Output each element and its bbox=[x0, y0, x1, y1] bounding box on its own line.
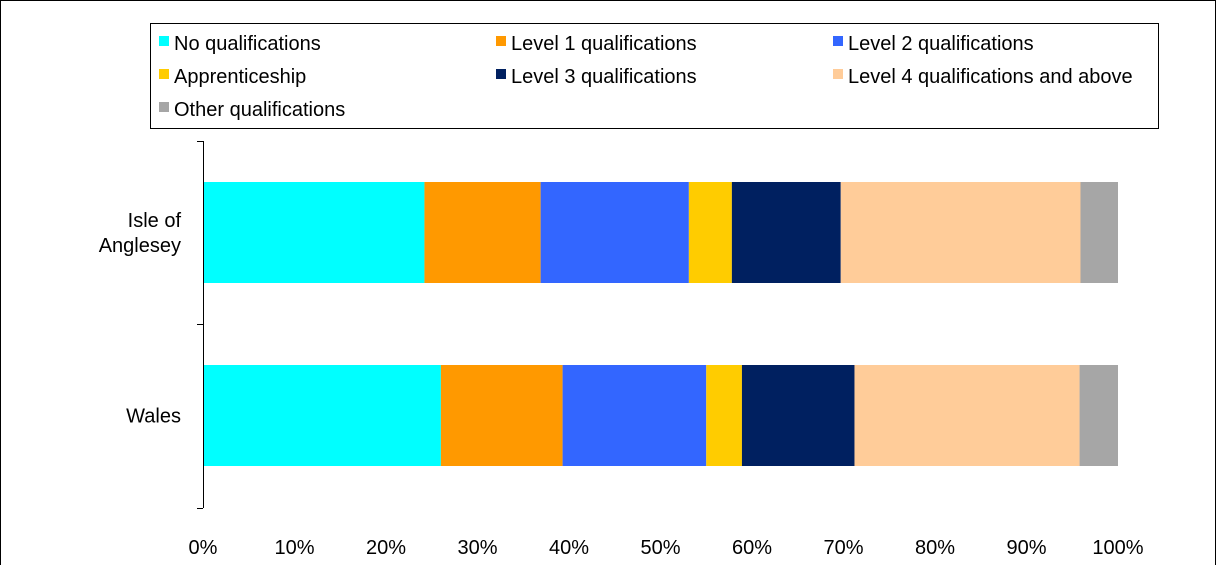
legend-swatch-level-1-qualifications bbox=[496, 36, 506, 46]
x-tick-label: 100% bbox=[1092, 537, 1143, 559]
bar-wales-other-qualifications bbox=[1079, 365, 1118, 466]
bar-isle-of-anglesey-level-3-qualifications bbox=[731, 182, 841, 283]
x-tick-label: 70% bbox=[823, 537, 863, 559]
x-tick-label: 10% bbox=[274, 537, 314, 559]
legend-label-level-3-qualifications: Level 3 qualifications bbox=[511, 66, 697, 88]
bar-wales-level-4-qualifications-and-above bbox=[854, 365, 1080, 466]
plot-bars bbox=[203, 182, 1118, 466]
x-tick-label: 30% bbox=[457, 537, 497, 559]
axes: Isle of Anglesey Wales 0% 10% 20% 30% 40% 50% 60%… bbox=[99, 141, 1144, 559]
x-tick-label: 90% bbox=[1006, 537, 1046, 559]
legend-label-level-4-qualifications-and-above: Level 4 qualifications and above bbox=[848, 66, 1133, 88]
bar-wales-level-2-qualifications bbox=[562, 365, 707, 466]
legend: No qualifications Level 1 qualifications L… bbox=[150, 23, 1159, 129]
legend-label-level-1-qualifications: Level 1 qualifications bbox=[511, 33, 697, 55]
legend-swatch-level-4-qualifications-and-above bbox=[833, 69, 843, 79]
x-tick-label: 20% bbox=[366, 537, 406, 559]
legend-label-other-qualifications: Other qualifications bbox=[174, 99, 345, 121]
bar-isle-of-anglesey-other-qualifications bbox=[1080, 182, 1118, 283]
legend-swatch-apprenticeship bbox=[159, 69, 169, 79]
bar-isle-of-anglesey-level-2-qualifications bbox=[540, 182, 689, 283]
bar-wales-no-qualifications bbox=[203, 365, 441, 466]
category-label-isle-of-anglesey: Anglesey bbox=[99, 235, 181, 257]
bar-isle-of-anglesey-level-4-qualifications-and-above bbox=[840, 182, 1081, 283]
legend-box bbox=[150, 23, 1159, 129]
bar-isle-of-anglesey-level-1-qualifications bbox=[424, 182, 541, 283]
legend-swatch-level-3-qualifications bbox=[496, 69, 506, 79]
bar-isle-of-anglesey-apprenticeship bbox=[688, 182, 732, 283]
legend-swatch-other-qualifications bbox=[159, 102, 169, 112]
legend-label-no-qualifications: No qualifications bbox=[174, 33, 321, 55]
bar-wales-apprenticeship bbox=[706, 365, 742, 466]
x-tick-label: 40% bbox=[549, 537, 589, 559]
legend-swatch-level-2-qualifications bbox=[833, 36, 843, 46]
bar-wales-level-1-qualifications bbox=[440, 365, 563, 466]
legend-label-level-2-qualifications: Level 2 qualifications bbox=[848, 33, 1034, 55]
legend-swatch-no-qualifications bbox=[159, 36, 169, 46]
category-label-isle-of-anglesey: Isle of bbox=[128, 210, 182, 232]
bar-isle-of-anglesey-no-qualifications bbox=[203, 182, 425, 283]
x-tick-label: 80% bbox=[915, 537, 955, 559]
x-tick-label: 60% bbox=[732, 537, 772, 559]
bar-wales-level-3-qualifications bbox=[741, 365, 855, 466]
category-label-wales: Wales bbox=[126, 406, 181, 428]
legend-label-apprenticeship: Apprenticeship bbox=[174, 66, 306, 88]
x-tick-label: 50% bbox=[640, 537, 680, 559]
x-tick-label: 0% bbox=[189, 537, 218, 559]
